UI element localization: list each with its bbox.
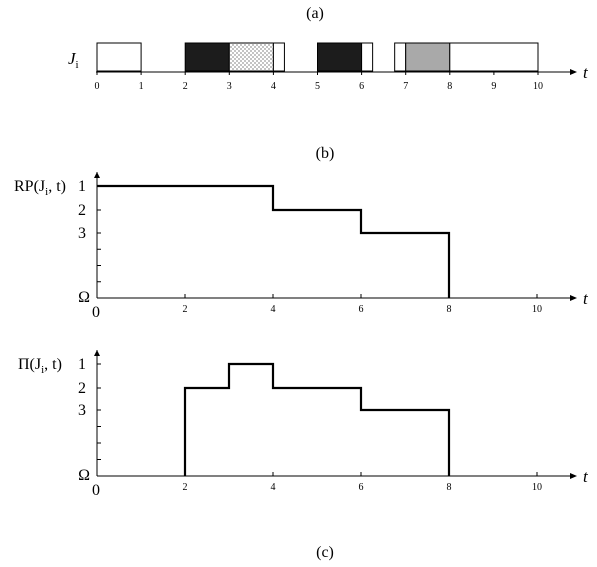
interval-white-5 (361, 42, 374, 72)
level-label-3: 3 (78, 225, 86, 242)
caption-b: (b) (316, 145, 335, 162)
tick-label-a: 6 (359, 81, 364, 92)
level-label-3: 3 (78, 402, 86, 419)
job-label-sub: i (76, 59, 79, 71)
tick-label-a: 5 (315, 81, 320, 92)
x-tick-label: 6 (359, 482, 364, 493)
caption-c: (c) (316, 544, 334, 561)
x-axis-arrow (570, 473, 577, 479)
time-axis-a-label: t (583, 63, 589, 82)
plot-c (183, 362, 451, 476)
tick-label-a: 10 (533, 81, 543, 92)
x-tick-label: 4 (271, 482, 276, 493)
interval-white-3 (272, 42, 285, 72)
x-tick-label: 10 (532, 304, 542, 315)
interval-dotted-2 (228, 42, 274, 72)
interval-white-0 (96, 42, 142, 72)
origin-label: 0 (92, 304, 100, 321)
tick-label-a: 2 (183, 81, 188, 92)
x-axis-arrow (570, 295, 577, 301)
x-axis-label: t (583, 467, 589, 486)
x-tick-label: 2 (183, 482, 188, 493)
x-tick-label: 6 (359, 304, 364, 315)
interval-boxes (96, 42, 539, 72)
tick-label-a: 3 (227, 81, 232, 92)
interval-black-4 (317, 42, 363, 72)
level-label-2: 2 (78, 380, 86, 397)
ylabel-b-sub: i (45, 186, 48, 198)
tick-labels-a: 0 1 2 3 4 5 6 7 8 9 10 (95, 72, 543, 92)
ylabel-c: Π(Ji, t) (18, 356, 62, 376)
level-label-1: 1 (78, 356, 86, 373)
interval-gray-7 (405, 42, 451, 72)
step-curve (97, 184, 451, 298)
origin-label: 0 (92, 482, 100, 499)
tick-label-a: 0 (95, 81, 100, 92)
job-label: Ji (68, 49, 79, 71)
plot-b (97, 184, 451, 298)
omega-label: Ω (78, 467, 90, 484)
ylabel-b: RP(Ji, t) (14, 178, 66, 198)
y-axis-arrow (94, 350, 100, 356)
axes-c: t 1 2 3 Ω0 2 4 6 8 10 (78, 350, 589, 499)
x-tick-label: 10 (532, 482, 542, 493)
y-axis-arrow (94, 172, 100, 178)
x-tick-label: 2 (183, 304, 188, 315)
time-axis-a-arrow (570, 69, 577, 75)
tick-label-a: 9 (491, 81, 496, 92)
x-tick-label: 8 (447, 482, 452, 493)
x-tick-label: 4 (271, 304, 276, 315)
level-label-1: 1 (78, 178, 86, 195)
interval-white-6 (394, 42, 407, 72)
omega-label: Ω (78, 289, 90, 306)
caption-a: (a) (306, 5, 324, 22)
interval-black-1 (184, 42, 230, 72)
ylabel-b-end: , t) (48, 178, 66, 195)
tick-label-a: 8 (447, 81, 452, 92)
x-axis-label: t (583, 289, 589, 308)
tick-label-a: 4 (271, 81, 276, 92)
x-tick-label: 8 (447, 304, 452, 315)
tick-label-a: 1 (139, 81, 144, 92)
ylabel-c-sub: i (41, 364, 44, 376)
ylabel-c-end: , t) (44, 356, 62, 373)
step-curve (183, 362, 451, 476)
level-label-2: 2 (78, 202, 86, 219)
axes-b: t 1 2 3 Ω0 2 4 6 8 10 (78, 172, 589, 321)
tick-label-a: 7 (403, 81, 408, 92)
interval-white-8 (449, 42, 539, 72)
